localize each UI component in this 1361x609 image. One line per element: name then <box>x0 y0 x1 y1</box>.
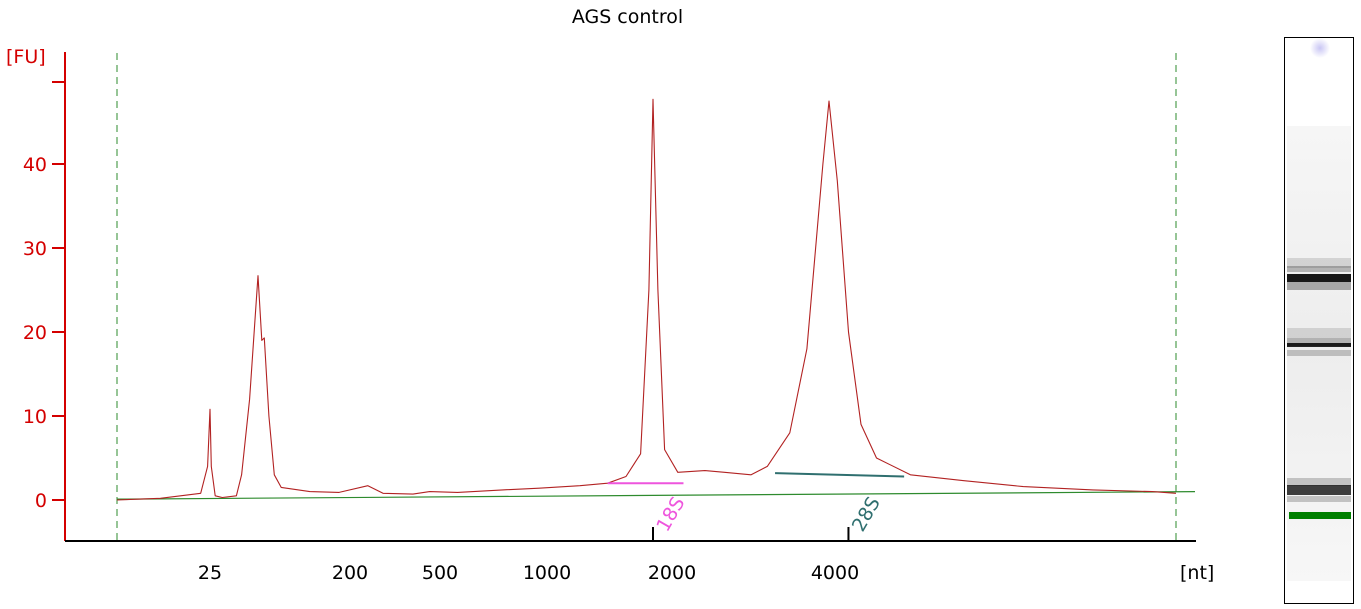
x-axis-label: [nt] <box>1180 562 1214 584</box>
gel-band <box>1287 485 1351 495</box>
peak-region-bar <box>775 472 905 478</box>
x-tick-label: 200 <box>332 562 368 584</box>
gel-band <box>1287 282 1351 290</box>
peak-label: 18S <box>652 493 689 535</box>
gel-band <box>1287 338 1351 346</box>
x-tick-label: 4000 <box>811 562 859 584</box>
x-tick-label: 25 <box>198 562 222 584</box>
gel-band <box>1287 478 1351 486</box>
gel-image <box>1287 38 1351 581</box>
y-tick-label: 0 <box>35 490 47 512</box>
y-axis-label: [FU] <box>6 46 46 68</box>
gel-band <box>1287 496 1351 502</box>
chart-title: AGS control <box>571 6 684 28</box>
trace-line <box>116 98 1177 501</box>
gel-band <box>1287 343 1351 347</box>
gel-lane-background <box>1287 126 1351 581</box>
gel-band <box>1287 328 1351 338</box>
baseline <box>116 491 1196 500</box>
gel-band <box>1287 258 1351 268</box>
y-tick-label: 20 <box>23 322 47 344</box>
x-tick-label: 500 <box>422 562 458 584</box>
gel-lower-marker <box>1289 512 1351 519</box>
electropherogram-chart: 0 10 20 30 40 [FU] 25 200 500 1000 2000 4000 [nt] 18S… <box>6 46 1214 584</box>
gel-band <box>1287 274 1351 282</box>
y-tick-label: 10 <box>23 406 47 428</box>
x-tick-label: 1000 <box>523 562 571 584</box>
gel-band <box>1287 266 1351 272</box>
peak-label: 28S <box>848 493 885 535</box>
gel-band <box>1287 350 1351 356</box>
gel-lane <box>1284 37 1354 604</box>
gel-artifact-dot <box>1310 38 1330 58</box>
y-tick-label: 30 <box>23 238 47 260</box>
x-tick-label: 2000 <box>648 562 696 584</box>
y-tick-label: 40 <box>23 154 47 176</box>
